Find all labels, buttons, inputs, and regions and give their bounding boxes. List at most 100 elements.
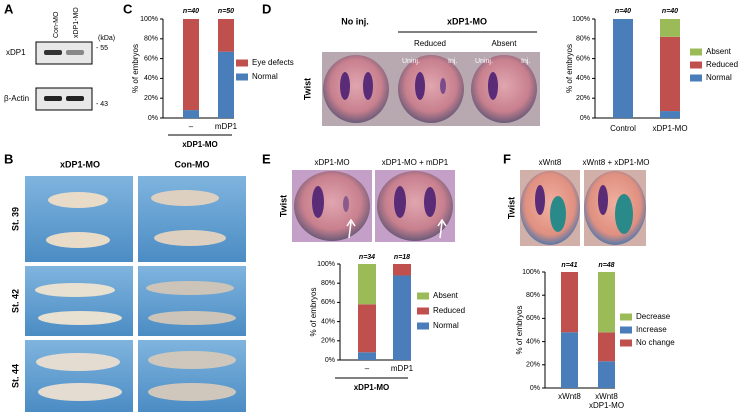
legend-label: Eye defects [252, 58, 294, 67]
bar-segment [218, 51, 234, 118]
y-tick-label: 0% [580, 115, 590, 122]
bar-segment [358, 264, 376, 305]
blot [35, 41, 93, 65]
band [44, 50, 62, 55]
n-label: n=40 [662, 8, 678, 15]
row-label: Twist [302, 78, 312, 100]
bar-segment [660, 111, 680, 118]
header: No inj. [341, 16, 369, 26]
bar-segment [358, 304, 376, 353]
legend-swatch [690, 61, 702, 69]
legend-label: Absent [706, 47, 732, 56]
legend-swatch [417, 322, 429, 330]
bar-segment [598, 361, 615, 388]
x-tick-label: – [189, 122, 194, 131]
legend-label: No change [636, 338, 675, 347]
subheader: Reduced [414, 39, 446, 48]
y-tick-label: 80% [526, 292, 540, 299]
row-label: St. 44 [10, 364, 20, 388]
column-label: xDP1-MO [60, 159, 100, 169]
panel-label: C [123, 1, 133, 16]
x-tick-label: mDP1 [391, 364, 414, 373]
y-tick-label: 100% [572, 16, 590, 23]
inset-label: Uninj. [475, 58, 493, 65]
legend-label: Decrease [636, 312, 671, 321]
panel-label: A [4, 1, 14, 16]
y-tick-label: 100% [317, 261, 335, 268]
n-label: n=18 [394, 254, 410, 261]
row-label: Twist [506, 197, 516, 219]
y-tick-label: 40% [321, 318, 335, 325]
legend-swatch [690, 74, 702, 82]
legend-label: Absent [433, 291, 459, 300]
y-tick-label: 0% [148, 115, 158, 122]
y-tick-label: 40% [526, 338, 540, 345]
column-label: xDP1-MO + mDP1 [382, 158, 449, 167]
marker-value: 43 [100, 101, 108, 108]
tadpole-photos [25, 176, 246, 412]
n-label: n=34 [359, 254, 375, 261]
bar-segment [598, 332, 615, 362]
bar-segment [660, 19, 680, 37]
x-tick-label: xDP1-MO [652, 124, 687, 133]
y-tick-label: 40% [144, 75, 158, 82]
group-label: xDP1-MO [354, 383, 390, 392]
inset-label: Inj. [521, 58, 530, 65]
row-label: xDP1 [6, 48, 26, 57]
y-tick-label: 100% [522, 269, 540, 276]
y-tick-label: 60% [576, 55, 590, 62]
y-tick-label: 80% [321, 280, 335, 287]
y-tick-label: 40% [576, 75, 590, 82]
y-tick-label: 80% [576, 36, 590, 43]
lane-label: Con-MO [53, 11, 60, 38]
legend-swatch [690, 48, 702, 56]
y-tick-label: 20% [144, 95, 158, 102]
x-tick-label: mDP1 [215, 122, 238, 131]
legend-swatch [417, 292, 429, 300]
row-label: Twist [278, 195, 288, 217]
n-label: n=50 [218, 8, 234, 15]
marker: - 43 [96, 101, 108, 108]
bar-segment [660, 36, 680, 112]
panel-label: F [503, 151, 511, 166]
bar-segment [183, 19, 199, 111]
bar-segment [561, 272, 578, 333]
bar-segment [598, 272, 615, 333]
legend-label: Reduced [433, 306, 465, 315]
header: xDP1-MO [447, 16, 487, 26]
group-label: xDP1-MO [182, 140, 218, 149]
panel-label: D [262, 1, 271, 16]
y-axis-title: % of embryos [131, 44, 140, 93]
embryo-photos [322, 52, 540, 126]
bar-segment [183, 110, 199, 118]
band [66, 50, 84, 55]
inset-label: Inj. [448, 58, 457, 65]
bar-segment [358, 352, 376, 360]
inset-label: Uninj. [402, 58, 420, 65]
column-label: xWnt8 [539, 158, 562, 167]
x-tick-label: xWnt8 [558, 392, 581, 401]
legend-label: Normal [433, 321, 459, 330]
y-tick-label: 0% [325, 357, 335, 364]
legend-swatch [620, 339, 632, 347]
embryo-photos [292, 170, 455, 242]
x-tick-label: Control [610, 124, 636, 133]
legend-label: Reduced [706, 60, 738, 69]
panel-label: E [262, 151, 271, 166]
marker: - 55 [96, 45, 108, 52]
n-label: n=48 [598, 262, 614, 269]
y-tick-label: 60% [526, 315, 540, 322]
bar-segment [393, 275, 411, 360]
bar-segment [561, 332, 578, 388]
legend-swatch [236, 59, 248, 67]
panel-label: B [4, 151, 13, 166]
band [66, 96, 84, 101]
legend-swatch [620, 326, 632, 334]
embryo-photos [520, 170, 646, 246]
x-tick-label: xWnt8 xDP1-MO [589, 392, 624, 410]
unit-label: (kDa) [98, 35, 115, 42]
legend-label: Normal [706, 73, 732, 82]
row-label: St. 39 [10, 207, 20, 231]
row-label: St. 42 [10, 289, 20, 313]
y-tick-label: 60% [144, 55, 158, 62]
